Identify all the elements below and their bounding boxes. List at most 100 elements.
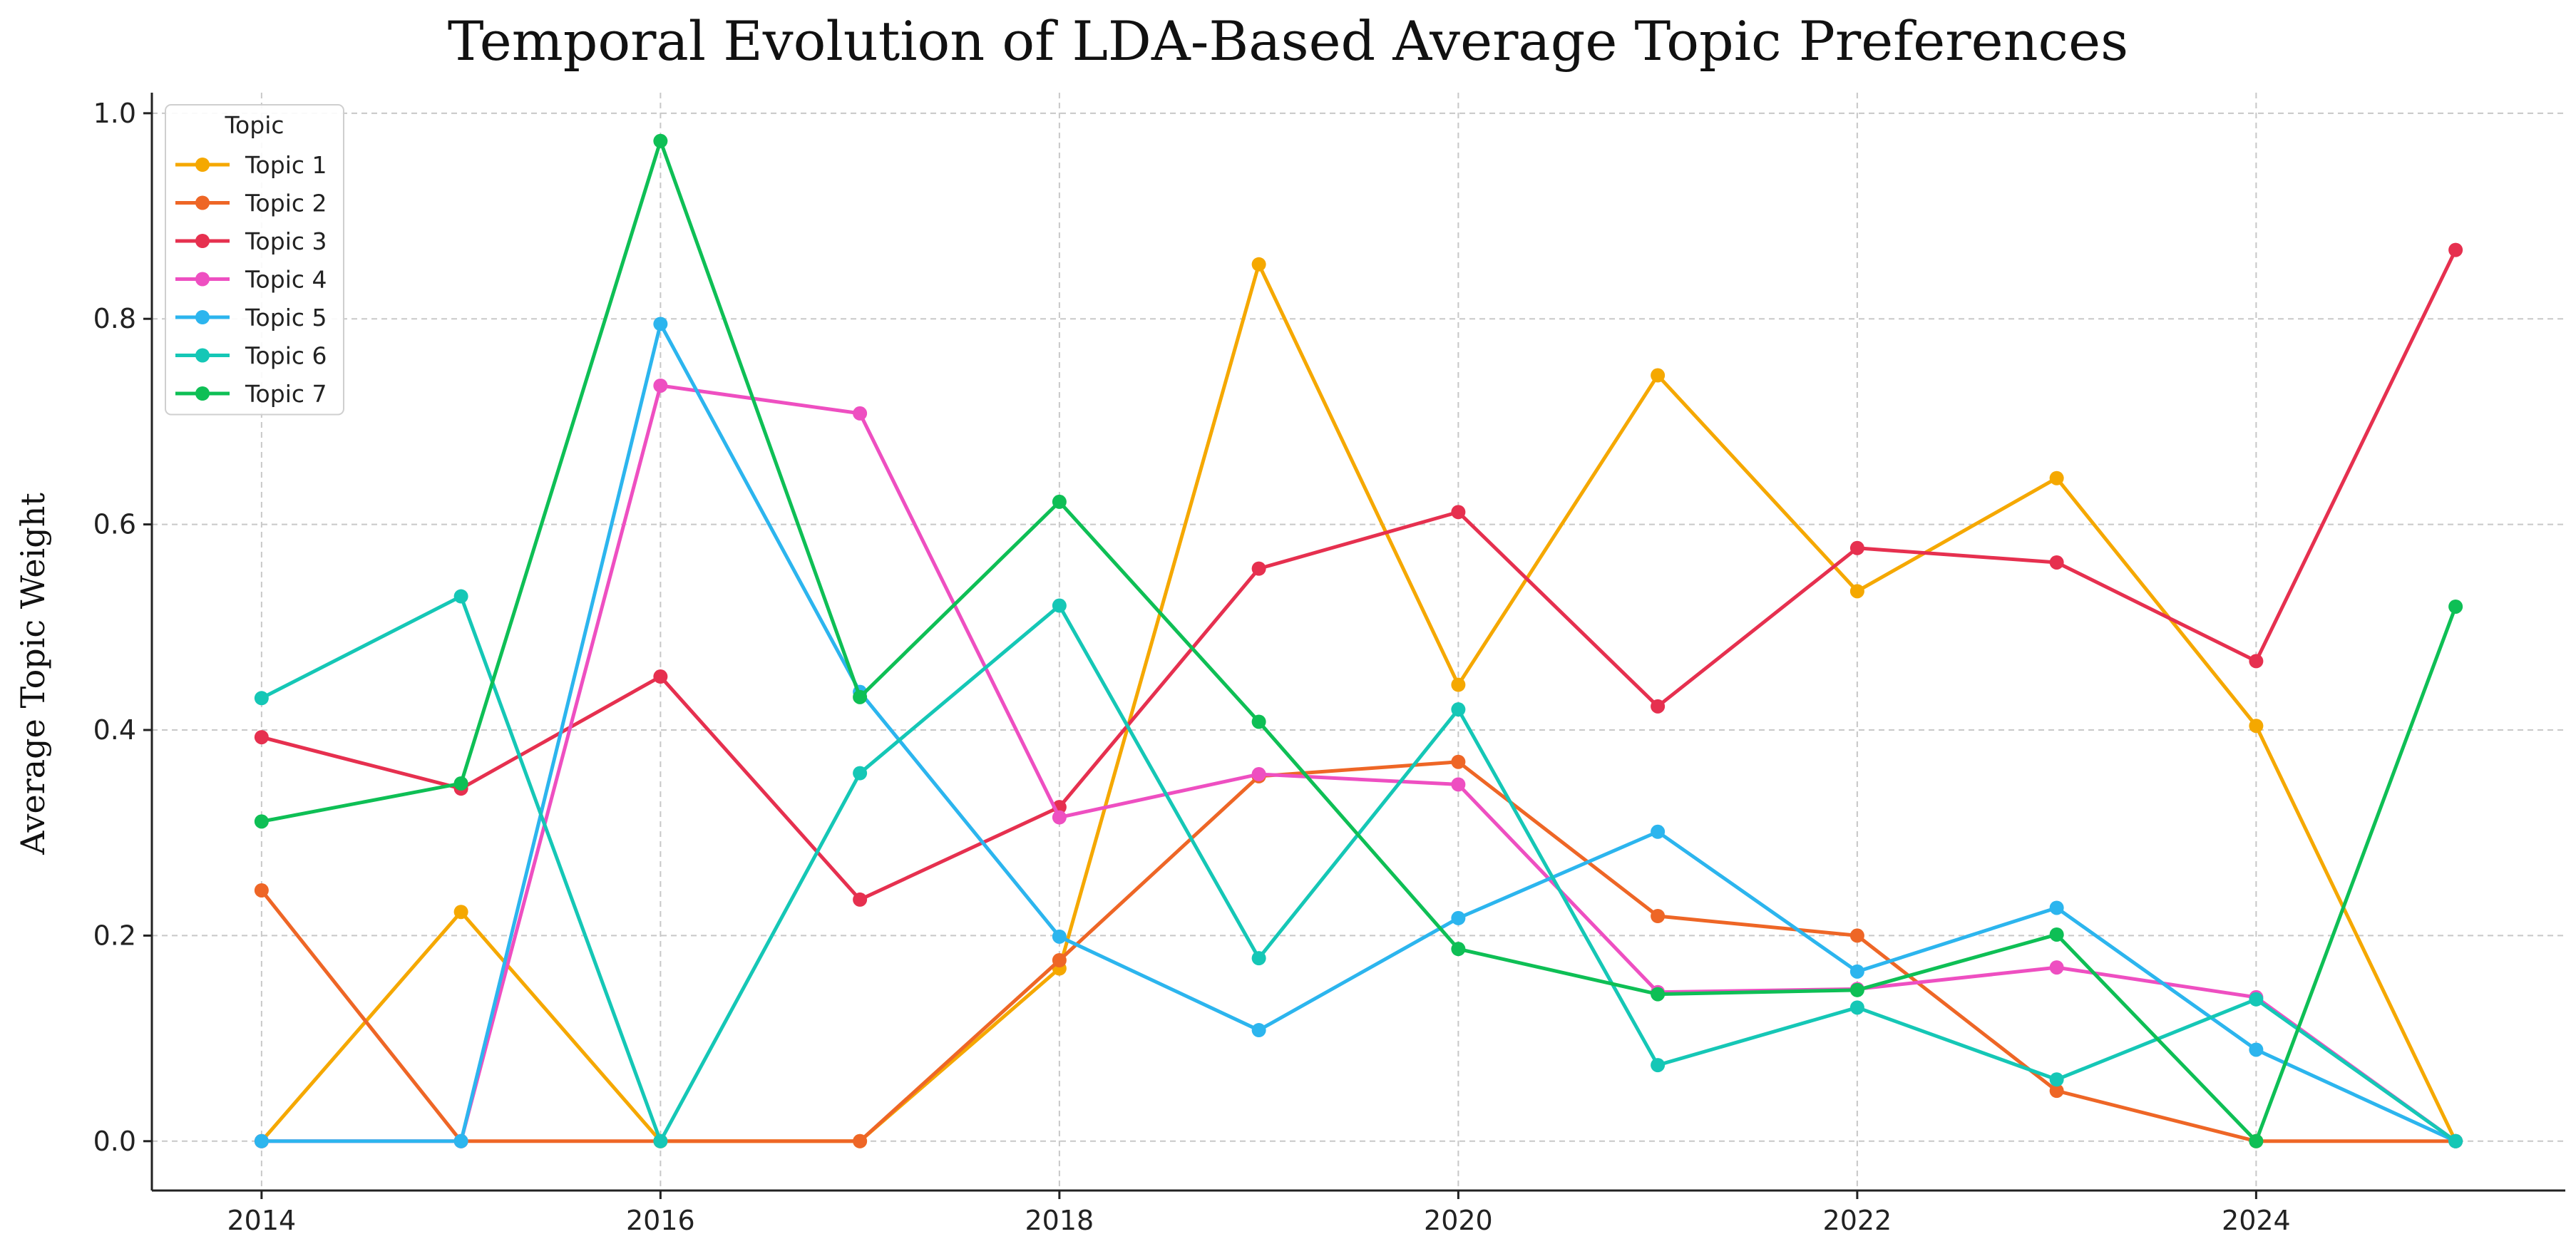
legend-swatch-marker-topic-3 — [195, 234, 210, 248]
x-tick-label: 2020 — [1424, 1205, 1493, 1234]
series-line-topic-4 — [261, 384, 2457, 1143]
data-point-topic-6 — [1651, 1058, 1666, 1073]
data-point-topic-3 — [2049, 555, 2064, 570]
legend-title: Topic — [225, 111, 284, 139]
grid-layer — [152, 93, 2565, 1191]
data-point-topic-5 — [653, 317, 668, 331]
series-line-topic-5 — [261, 322, 2457, 1143]
legend-label-topic-3: Topic 3 — [245, 227, 327, 255]
data-point-topic-4 — [1052, 810, 1067, 825]
legend-swatch-marker-topic-7 — [195, 386, 210, 401]
data-point-topic-1 — [1651, 368, 1666, 383]
legend-swatch-marker-topic-2 — [195, 195, 210, 210]
data-point-topic-2 — [1651, 909, 1666, 923]
series-line-topic-7 — [261, 139, 2458, 1143]
data-point-topic-2 — [1052, 953, 1067, 968]
series-line-topic-1 — [260, 262, 2458, 1143]
data-point-topic-2 — [853, 1133, 868, 1148]
data-point-topic-3 — [2448, 242, 2463, 257]
legend-label-topic-7: Topic 7 — [245, 380, 327, 408]
data-point-topic-5 — [1251, 1023, 1266, 1038]
data-point-topic-1 — [1451, 677, 1466, 692]
data-point-topic-3 — [254, 730, 269, 745]
data-point-topic-4 — [2049, 960, 2064, 975]
series-topic-3 — [254, 242, 2463, 907]
data-point-topic-7 — [254, 814, 269, 829]
data-point-topic-3 — [1251, 561, 1266, 576]
y-tick-label: 0.2 — [93, 920, 136, 951]
data-point-topic-4 — [1451, 777, 1466, 792]
data-point-topic-6 — [254, 691, 269, 706]
data-point-topic-7 — [1052, 494, 1067, 509]
series-topic-2 — [254, 754, 2463, 1148]
x-tick-label: 2018 — [1025, 1205, 1094, 1234]
data-point-topic-6 — [1251, 951, 1266, 966]
data-point-topic-6 — [853, 766, 868, 781]
series-layer — [254, 133, 2463, 1148]
data-point-topic-6 — [1451, 702, 1466, 717]
data-point-topic-5 — [254, 1133, 269, 1148]
data-point-topic-6 — [2448, 1133, 2463, 1148]
data-point-topic-7 — [653, 133, 668, 148]
data-point-topic-3 — [653, 669, 668, 684]
axes-layer: 0.0 0.2 0.4 0.6 0.8 1.0 2014 2016 2018 2020 2022 20… — [93, 93, 2565, 1234]
y-tick-label: 0.8 — [93, 303, 136, 334]
data-point-topic-6 — [453, 589, 468, 604]
legend-label-topic-5: Topic 5 — [245, 304, 327, 331]
y-axis-label: Average Topic Weight — [14, 493, 52, 855]
data-point-topic-6 — [1052, 598, 1067, 613]
series-line-topic-3 — [261, 249, 2458, 902]
data-point-topic-5 — [1849, 964, 1864, 979]
data-point-topic-6 — [1849, 1000, 1864, 1015]
legend-swatch-marker-topic-5 — [195, 310, 210, 324]
data-point-topic-4 — [1251, 767, 1266, 782]
series-topic-1 — [254, 257, 2463, 1148]
legend-swatch-marker-topic-6 — [195, 348, 210, 363]
data-point-topic-6 — [2249, 992, 2264, 1007]
y-tick-label: 1.0 — [93, 98, 136, 129]
legend-label-topic-4: Topic 4 — [245, 266, 327, 294]
data-point-topic-1 — [453, 905, 468, 920]
data-point-topic-7 — [1651, 987, 1666, 1002]
legend-label-topic-2: Topic 2 — [245, 190, 327, 217]
data-point-topic-4 — [853, 406, 868, 421]
legend-label-topic-6: Topic 6 — [245, 342, 327, 370]
data-point-topic-6 — [653, 1133, 668, 1148]
data-point-topic-5 — [1052, 929, 1067, 944]
data-point-topic-1 — [2249, 719, 2264, 734]
data-point-topic-2 — [1451, 754, 1466, 769]
x-tick-label: 2014 — [227, 1205, 297, 1234]
data-point-topic-7 — [2448, 599, 2463, 614]
data-point-topic-7 — [2249, 1133, 2264, 1148]
y-tick-label: 0.0 — [93, 1126, 136, 1157]
legend-swatch-marker-topic-1 — [195, 158, 210, 172]
series-topic-7 — [254, 133, 2463, 1148]
data-point-topic-7 — [853, 689, 868, 704]
chart-title: Temporal Evolution of LDA-Based Average … — [447, 9, 2129, 73]
series-line-topic-2 — [260, 760, 2456, 1143]
legend: Topic Topic 1 Topic 2 Topic 3 Topic 4 Topic 5… — [165, 104, 344, 416]
data-point-topic-7 — [2049, 927, 2064, 942]
data-point-topic-6 — [2049, 1072, 2064, 1087]
data-point-topic-7 — [1451, 942, 1466, 957]
x-tick-label: 2024 — [2222, 1205, 2291, 1234]
data-point-topic-1 — [1251, 257, 1266, 272]
y-tick-label: 0.6 — [93, 509, 136, 540]
data-point-topic-7 — [453, 776, 468, 791]
legend-swatch-marker-topic-4 — [195, 272, 210, 287]
data-point-topic-2 — [1849, 928, 1864, 943]
x-tick-label: 2016 — [626, 1205, 695, 1234]
data-point-topic-1 — [1849, 584, 1864, 599]
data-point-topic-1 — [2049, 471, 2064, 485]
data-point-topic-7 — [1251, 714, 1266, 729]
data-point-topic-5 — [453, 1133, 468, 1148]
data-point-topic-3 — [853, 892, 868, 907]
legend-box — [165, 104, 344, 416]
data-point-topic-3 — [2249, 654, 2264, 669]
data-point-topic-4 — [653, 378, 668, 393]
data-point-topic-5 — [2049, 900, 2064, 915]
series-topic-4 — [254, 378, 2463, 1148]
data-point-topic-3 — [1451, 505, 1466, 520]
data-point-topic-2 — [2049, 1084, 2064, 1099]
